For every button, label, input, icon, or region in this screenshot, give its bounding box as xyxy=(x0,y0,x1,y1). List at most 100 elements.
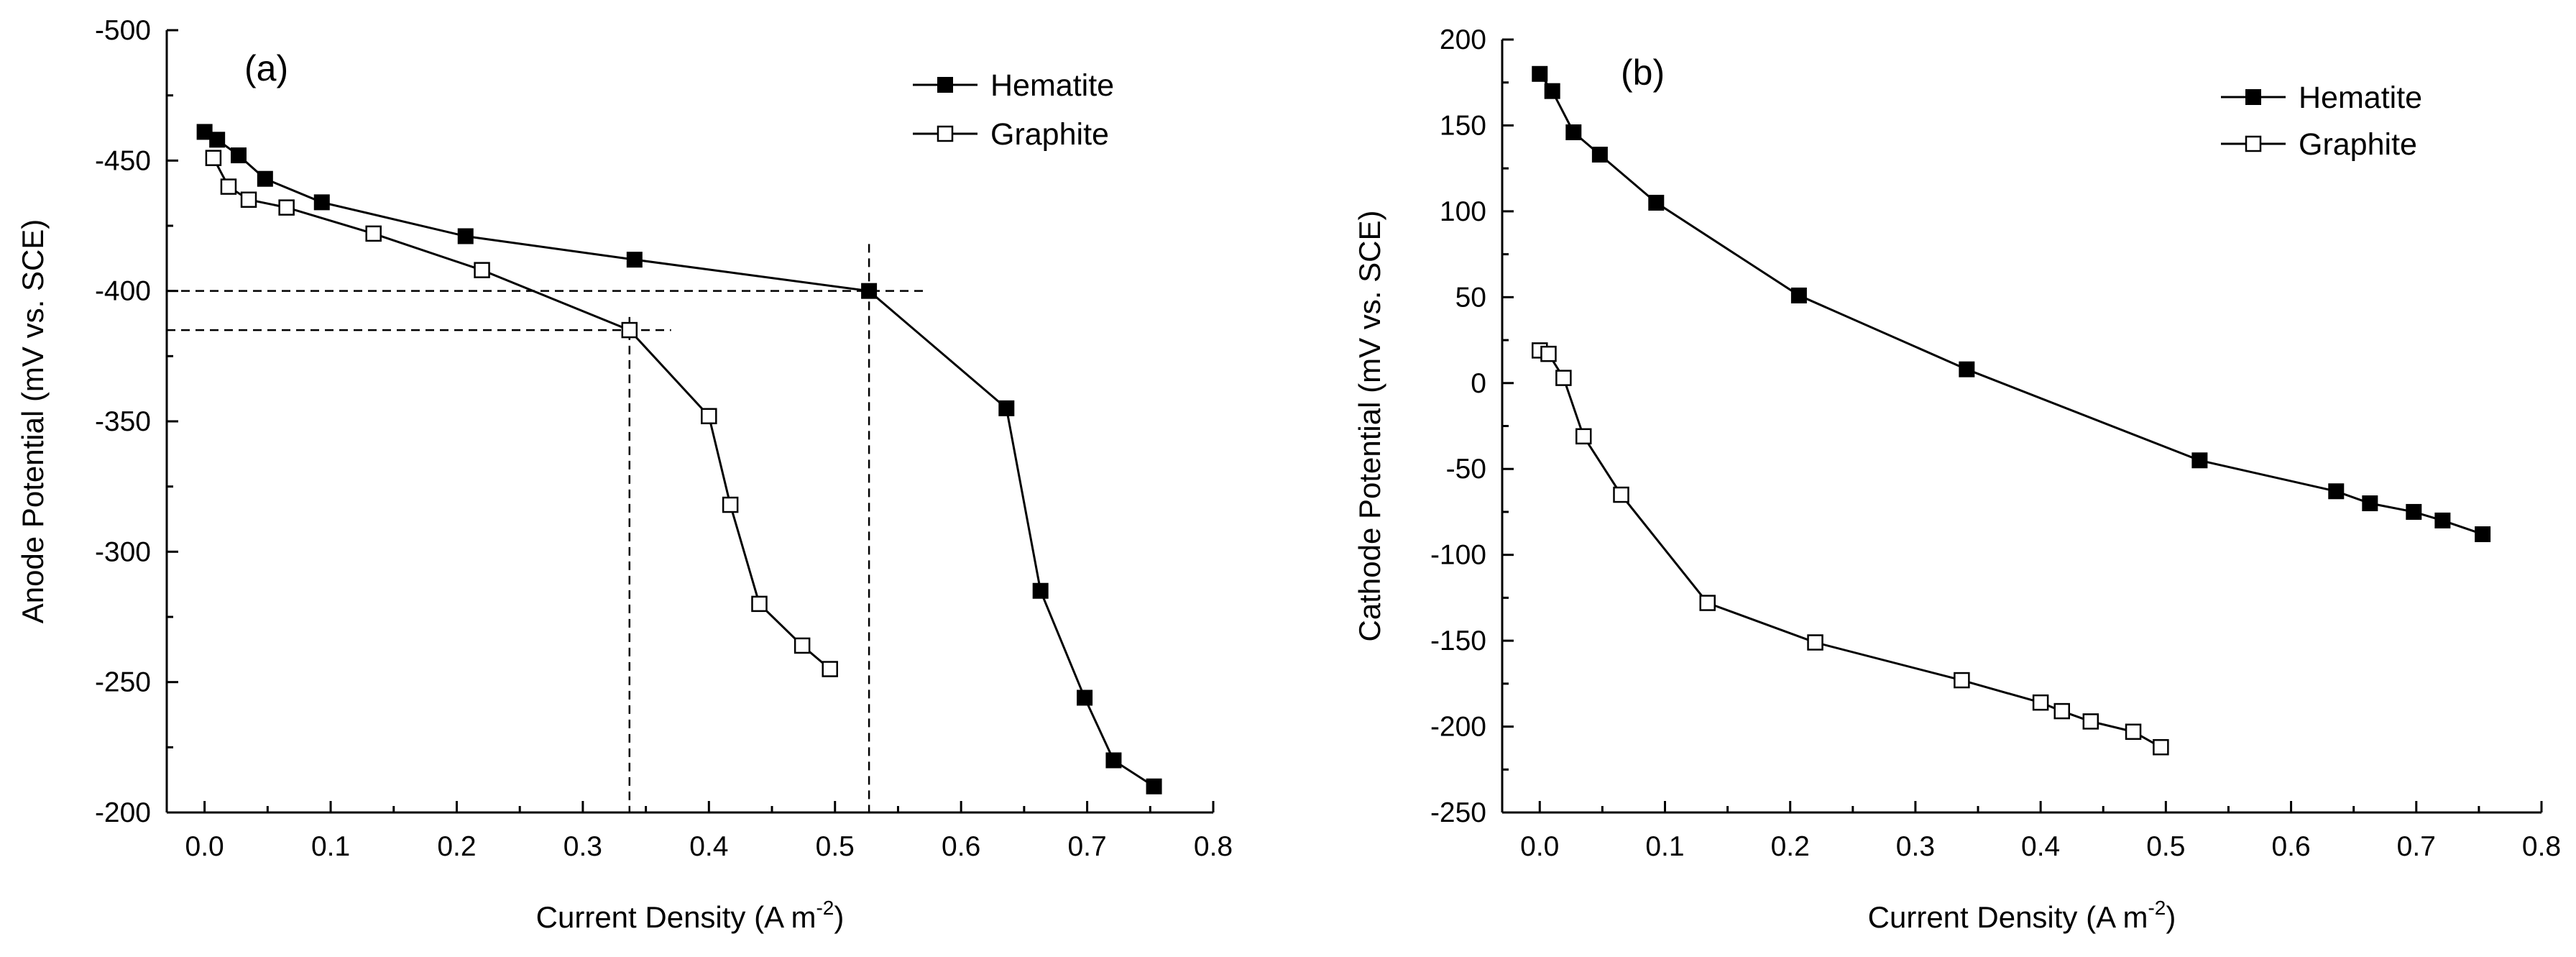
panel-a-point-hematite xyxy=(998,400,1015,416)
panel-a-point-hematite xyxy=(1077,690,1093,706)
panel-b-point-hematite xyxy=(1648,194,1665,211)
panel-a-legend-label-hematite: Hematite xyxy=(990,68,1114,103)
panel-a-point-hematite xyxy=(209,132,226,148)
panel-a-point-graphite xyxy=(474,262,490,278)
panel-b-x-tick-label: 0.0 xyxy=(1520,831,1559,862)
panel-b-x-tick-label: 0.5 xyxy=(2146,831,2185,862)
panel-a-point-graphite xyxy=(240,191,257,208)
panel-b-point-graphite xyxy=(2082,713,2099,730)
panel-b-point-hematite xyxy=(1544,83,1560,99)
panel-a-x-tick-label: 0.6 xyxy=(942,831,980,862)
panel-a-x-axis-title-text: Current Density (A m xyxy=(536,900,816,934)
panel-a-x-tick-label: 0.5 xyxy=(816,831,855,862)
panel-a-point-hematite xyxy=(1105,752,1122,769)
panel-b-point-hematite xyxy=(2475,526,2491,542)
panel-a-point-graphite xyxy=(278,199,295,216)
panel-b-y-tick-label: 200 xyxy=(1440,24,1486,55)
panel-b-y-tick-label: -250 xyxy=(1430,797,1486,828)
panel-a-point-hematite xyxy=(1146,778,1162,795)
panel-b-point-graphite xyxy=(2153,738,2169,756)
panel-b-x-tick-label: 0.8 xyxy=(2522,831,2561,862)
panel-b-x-tick-label: 0.4 xyxy=(2021,831,2060,862)
panel-b-x-axis-title-sup: -2 xyxy=(2148,897,2166,919)
panel-a-point-graphite xyxy=(794,637,811,654)
panel-a-point-graphite xyxy=(220,178,237,195)
panel-b-legend-label-hematite: Hematite xyxy=(2299,81,2422,115)
panel-b-point-graphite xyxy=(2053,702,2070,720)
panel-a-anode-potential-chart: 0.0 0.1 0.2 0.3 0.4 0.5 0.6 0.7 0.8 -500 -450 -400 -… xyxy=(16,15,1233,934)
panel-a-y-tick-label: -400 xyxy=(95,276,151,307)
panel-b-y-axis-title: Cathode Potential (mV vs. SCE) xyxy=(1353,211,1386,642)
panel-b-point-hematite xyxy=(1790,287,1807,303)
panel-a-legend-label-graphite: Graphite xyxy=(990,117,1109,152)
panel-b-point-hematite xyxy=(1532,65,1548,82)
panel-a-point-hematite xyxy=(626,252,643,268)
panel-a-point-graphite xyxy=(621,321,638,339)
panel-a-series-line-hematite xyxy=(203,131,1155,787)
panel-b-point-graphite xyxy=(2125,723,2142,740)
panel-b-point-graphite xyxy=(1540,345,1557,362)
panel-b-point-hematite xyxy=(1959,361,1975,377)
panel-b-x-tick-label: 0.3 xyxy=(1896,831,1935,862)
panel-b-point-graphite xyxy=(2032,694,2049,711)
panel-b-cathode-potential-chart: 0.0 0.1 0.2 0.3 0.4 0.5 0.6 0.7 0.8 200 150 100 50 0 -… xyxy=(1353,24,2561,934)
panel-a-y-axis-title: Anode Potential (mV vs. SCE) xyxy=(16,219,50,624)
panel-a-x-tick-label: 0.8 xyxy=(1194,831,1233,862)
panel-b-point-hematite xyxy=(2191,452,2208,469)
panel-b-point-hematite xyxy=(1565,124,1582,140)
panel-b-point-graphite xyxy=(1954,672,1970,689)
panel-a-label: (a) xyxy=(244,48,288,88)
panel-a-point-hematite xyxy=(313,194,330,211)
panel-a-point-hematite xyxy=(1032,582,1049,599)
panel-a-point-graphite xyxy=(205,150,222,166)
panel-a-point-graphite xyxy=(822,661,838,677)
panel-b-point-hematite xyxy=(2328,483,2345,500)
panel-b-x-axis-title-end: ) xyxy=(2166,900,2176,934)
panel-a-x-tick-label: 0.4 xyxy=(689,831,728,862)
panel-b-y-tick-label: -50 xyxy=(1446,454,1486,485)
panel-a-point-hematite xyxy=(457,228,474,244)
panel-b-point-graphite xyxy=(1699,595,1716,611)
panel-a-point-hematite xyxy=(257,170,273,187)
panel-a-point-hematite xyxy=(861,283,878,299)
panel-b-y-tick-label: -200 xyxy=(1430,712,1486,743)
panel-b-y-tick-label: 100 xyxy=(1440,196,1486,227)
panel-b-point-hematite xyxy=(1591,147,1608,163)
panel-a-y-tick-label: -450 xyxy=(95,145,151,176)
panel-a-y-tick-label: -200 xyxy=(95,797,151,828)
panel-a-x-tick-label: 0.2 xyxy=(437,831,476,862)
panel-b-x-tick-label: 0.2 xyxy=(1771,831,1810,862)
panel-b-y-tick-label: -100 xyxy=(1430,540,1486,571)
panel-a-x-tick-label: 0.7 xyxy=(1067,831,1106,862)
panel-b-point-graphite xyxy=(1575,428,1592,445)
panel-b-point-hematite xyxy=(2362,495,2378,511)
panel-a-point-graphite xyxy=(701,408,717,424)
panel-a-point-graphite xyxy=(722,496,739,513)
panel-b-point-graphite xyxy=(1807,634,1823,651)
panel-a-point-graphite xyxy=(751,595,768,613)
panel-a-y-tick-label: -250 xyxy=(95,667,151,698)
panel-a-x-tick-label: 0.0 xyxy=(185,831,224,862)
panel-b-y-tick-label: 0 xyxy=(1471,368,1486,399)
panel-b-y-tick-label: 50 xyxy=(1455,282,1486,313)
panel-b-point-graphite xyxy=(1555,370,1572,386)
panel-b-legend-label-graphite: Graphite xyxy=(2299,127,2417,162)
panel-a-x-axis-title-end: ) xyxy=(834,900,844,934)
panel-a-y-tick-label: -300 xyxy=(95,536,151,567)
panel-b-point-hematite xyxy=(2406,503,2422,520)
panel-b-y-tick-label: 150 xyxy=(1440,110,1486,141)
panel-b-x-axis-title: Current Density (A m-2) xyxy=(1868,897,2176,934)
panel-a-x-axis-title: Current Density (A m-2) xyxy=(536,897,845,934)
panel-a-x-tick-label: 0.1 xyxy=(311,831,350,862)
panel-a-y-tick-label: -350 xyxy=(95,406,151,437)
panel-b-label: (b) xyxy=(1621,52,1665,93)
panel-b-point-graphite xyxy=(1613,486,1629,503)
panel-b-x-tick-label: 0.6 xyxy=(2271,831,2310,862)
panel-a-series-line-graphite xyxy=(212,157,831,670)
panel-a-point-graphite xyxy=(365,225,382,242)
panel-b-point-hematite xyxy=(2434,512,2451,528)
panel-b-legend-marker-hematite xyxy=(2245,89,2261,105)
panel-b-x-tick-label: 0.1 xyxy=(1645,831,1684,862)
panel-a-x-tick-label: 0.3 xyxy=(564,831,602,862)
